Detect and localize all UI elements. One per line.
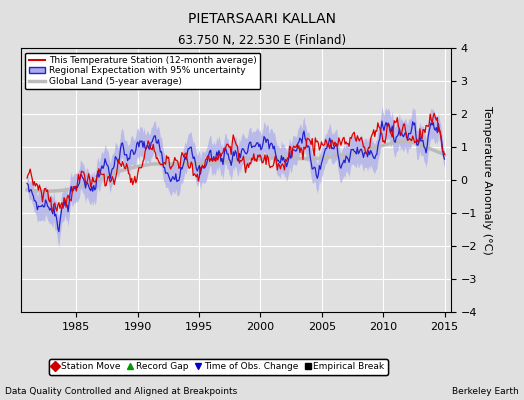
Y-axis label: Temperature Anomaly (°C): Temperature Anomaly (°C): [483, 106, 493, 254]
Text: PIETARSAARI KALLAN: PIETARSAARI KALLAN: [188, 12, 336, 26]
Text: Berkeley Earth: Berkeley Earth: [452, 387, 519, 396]
Legend: Station Move, Record Gap, Time of Obs. Change, Empirical Break: Station Move, Record Gap, Time of Obs. C…: [49, 359, 388, 375]
Text: 63.750 N, 22.530 E (Finland): 63.750 N, 22.530 E (Finland): [178, 34, 346, 47]
Text: Data Quality Controlled and Aligned at Breakpoints: Data Quality Controlled and Aligned at B…: [5, 387, 237, 396]
